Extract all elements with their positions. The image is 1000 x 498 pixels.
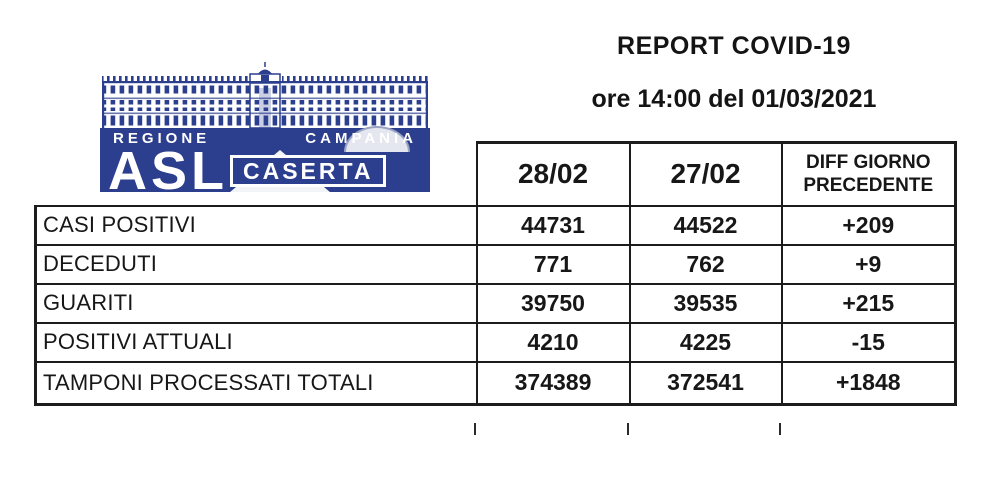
row-label: GUARITI xyxy=(34,282,478,324)
table-row: CASI POSITIVI 44731 44522 +209 xyxy=(34,204,957,246)
grid-line-stub xyxy=(779,423,781,435)
value-diff: -15 xyxy=(780,321,957,363)
royal-palace-building-icon xyxy=(102,62,428,128)
value-day1: 4210 xyxy=(475,321,631,363)
asl-caserta-logo: REGIONE CAMPANIA ASL CASERTA xyxy=(100,62,430,201)
table-row: TAMPONI PROCESSATI TOTALI 374389 372541 … xyxy=(34,360,957,406)
table-row: POSITIVI ATTUALI 4210 4225 -15 xyxy=(34,321,957,363)
row-label: CASI POSITIVI xyxy=(34,204,478,246)
value-day2: 39535 xyxy=(628,282,783,324)
value-day2: 44522 xyxy=(628,204,783,246)
value-day1: 771 xyxy=(475,243,631,285)
row-label: POSITIVI ATTUALI xyxy=(34,321,478,363)
covid-table-body: CASI POSITIVI 44731 44522 +209 DECEDUTI … xyxy=(34,204,957,406)
value-day1: 44731 xyxy=(475,204,631,246)
logo-region-band: REGIONE CAMPANIA xyxy=(100,126,430,152)
value-diff: +215 xyxy=(780,282,957,324)
value-diff: +1848 xyxy=(780,360,957,406)
row-label: TAMPONI PROCESSATI TOTALI xyxy=(34,360,478,406)
value-day2: 762 xyxy=(628,243,783,285)
value-day1: 39750 xyxy=(475,282,631,324)
value-diff: +9 xyxy=(780,243,957,285)
row-label: DECEDUTI xyxy=(34,243,478,285)
logo-asl-band: ASL CASERTA xyxy=(100,141,430,201)
grid-line-stub xyxy=(474,423,476,435)
header-col-diff: DIFF GIORNO PRECEDENTE xyxy=(780,141,957,207)
logo-caserta-text: CASERTA xyxy=(230,155,387,187)
logo-campania-text: CAMPANIA xyxy=(305,130,417,147)
value-day2: 372541 xyxy=(628,360,783,406)
header-col-day1: 28/02 xyxy=(475,141,631,207)
value-diff: +209 xyxy=(780,204,957,246)
table-header-row: 28/02 27/02 DIFF GIORNO PRECEDENTE xyxy=(36,141,957,207)
logo-regione-text: REGIONE xyxy=(113,130,211,147)
value-day2: 4225 xyxy=(628,321,783,363)
value-day1: 374389 xyxy=(475,360,631,406)
report-title: REPORT COVID-19 xyxy=(617,32,851,60)
grid-line-stub xyxy=(627,423,629,435)
table-row: DECEDUTI 771 762 +9 xyxy=(34,243,957,285)
header-col-day2: 27/02 xyxy=(628,141,783,207)
table-row: GUARITI 39750 39535 +215 xyxy=(34,282,957,324)
covid-table: 28/02 27/02 DIFF GIORNO PRECEDENTE CASI … xyxy=(34,141,957,406)
report-subtitle: ore 14:00 del 01/03/2021 xyxy=(591,85,877,113)
logo-asl-text: ASL xyxy=(108,141,228,201)
